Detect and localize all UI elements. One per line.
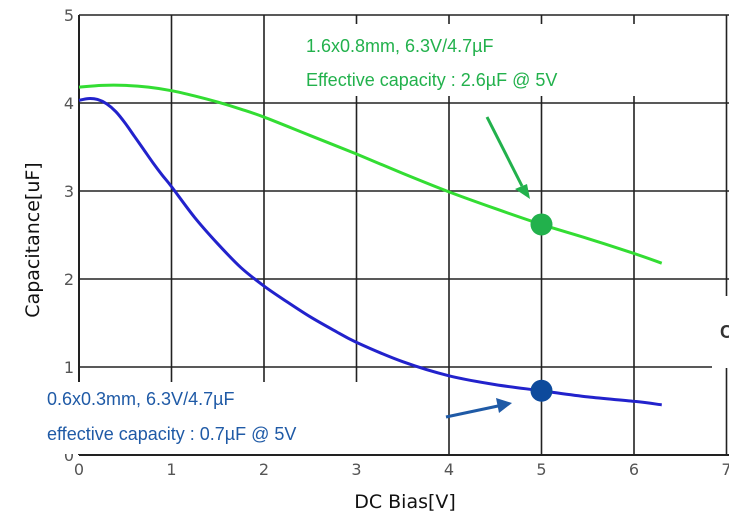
x-tick-label: 6 [629,460,639,479]
tick-labels: 0 1 2 3 4 5 6 7 0 1 2 3 4 5 [64,6,729,479]
x-tick-label: 7 [721,460,729,479]
series-line-1 [78,97,662,407]
blue-annotation-line-1: 0.6x0.3mm, 6.3V/4.7µF [47,389,234,409]
y-tick-label: 4 [64,94,74,113]
x-tick-label: 5 [536,460,546,479]
y-tick-label: 3 [64,182,74,201]
blue-arrow [445,398,512,419]
clipped-text-box [712,296,729,368]
axes [78,15,729,456]
x-axis-title: DC Bias[V] [354,491,456,513]
x-tick-label: 3 [351,460,361,479]
green-annotation-line-1: 1.6x0.8mm, 6.3V/4.7µF [306,36,493,56]
highlight-point-1 [530,379,553,402]
y-tick-label: 5 [64,6,74,25]
y-tick-label: 2 [64,270,74,289]
x-tick-label: 0 [74,460,84,479]
x-tick-label: 2 [259,460,269,479]
y-tick-label: 0 [64,446,74,465]
green-annotation-line-2: Effective capacity : 2.6µF @ 5V [306,70,557,90]
blue-annotation-box [40,382,430,454]
green-annotation-box [298,24,678,96]
highlight-point-0 [530,213,553,236]
y-tick-label: 1 [64,358,74,377]
highlight-points [530,213,553,402]
green-arrow [485,116,530,199]
blue-annotation-line-2: effective capacity : 0.7µF @ 5V [47,424,296,444]
clipped-text: C [720,322,729,342]
y-axis-title: Capacitance[uF] [22,162,44,317]
x-tick-label: 1 [166,460,176,479]
x-tick-label: 4 [444,460,454,479]
